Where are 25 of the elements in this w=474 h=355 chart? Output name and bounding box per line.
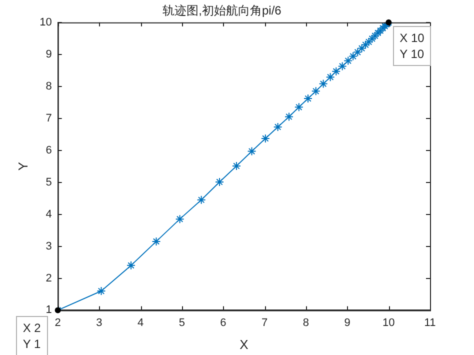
annotation: X 2 Y 1 bbox=[16, 316, 48, 355]
y-tick-label: 8 bbox=[46, 80, 52, 92]
y-tick-label: 7 bbox=[46, 112, 52, 124]
y-tick-label: 5 bbox=[46, 176, 52, 188]
x-tick-label: 2 bbox=[54, 316, 61, 329]
y-tick-label: 4 bbox=[46, 208, 52, 220]
chart-title: 轨迹图,初始航向角pi/6 bbox=[162, 4, 282, 18]
x-tick-label: 10 bbox=[382, 316, 395, 329]
y-tick-label: 9 bbox=[46, 48, 52, 60]
y-axis-title: Y bbox=[15, 162, 30, 171]
y-tick-label: 10 bbox=[40, 16, 52, 28]
annotation: X 10 Y 10 bbox=[392, 26, 432, 66]
x-axis-title: X bbox=[240, 336, 249, 352]
x-tick-label: 6 bbox=[220, 316, 226, 329]
x-tick-label: 11 bbox=[424, 316, 436, 329]
x-tick-label: 4 bbox=[137, 316, 144, 329]
y-tick-label: 2 bbox=[46, 272, 52, 284]
x-tick-label: 5 bbox=[178, 316, 185, 329]
y-tick-label: 3 bbox=[46, 240, 52, 252]
x-tick-label: 3 bbox=[96, 316, 102, 329]
y-tick-label: 1 bbox=[46, 304, 52, 316]
x-tick-label: 8 bbox=[302, 316, 310, 329]
y-tick-label: 6 bbox=[46, 144, 52, 156]
x-tick-label: 9 bbox=[344, 316, 350, 329]
x-tick-label: 7 bbox=[262, 316, 268, 329]
